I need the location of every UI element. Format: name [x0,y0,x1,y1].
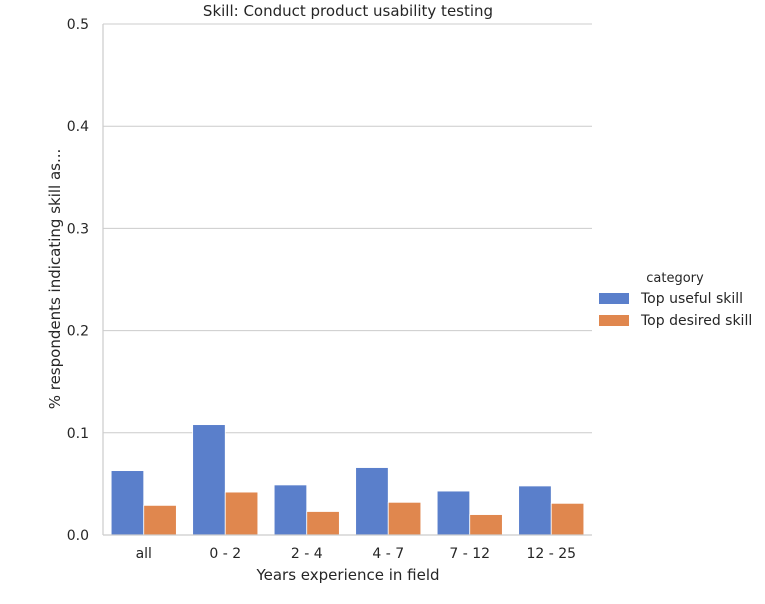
bar [192,424,226,536]
bar [143,504,177,536]
bar [110,470,145,536]
legend-title: category [646,271,704,286]
y-axis-label: % respondents indicating skill as... [46,149,64,410]
y-tick-label: 0.1 [67,426,89,442]
x-tick-label: 4 - 7 [372,546,404,562]
bar [550,502,585,536]
legend-swatch [599,315,629,326]
x-tick-labels: all 0 - 2 2 - 4 4 - 7 7 - 12 12 - 25 [136,546,576,562]
y-tick-label: 0.4 [67,119,89,135]
bar [436,490,471,536]
y-tick-label: 0.5 [67,17,89,33]
y-tick-label: 0.3 [67,221,89,237]
legend: category Top useful skill Top desired ski… [599,271,752,329]
legend-entry: Top useful skill [640,291,743,307]
bar [224,491,259,536]
x-axis-label: Years experience in field [255,566,439,584]
bar [469,514,503,536]
x-tick-label: 0 - 2 [209,546,241,562]
bar [518,485,552,536]
y-tick-label: 0.2 [67,324,89,340]
y-tick-labels: 0.0 0.1 0.2 0.3 0.4 0.5 [67,17,89,544]
x-tick-label: 12 - 25 [526,546,576,562]
chart-title: Skill: Conduct product usability testing [203,2,493,20]
axes [102,24,592,536]
x-tick-label: 7 - 12 [449,546,490,562]
x-tick-label: all [136,546,152,562]
y-gridlines [103,23,592,434]
bar [306,511,340,536]
bars [110,424,585,536]
bar [387,501,422,536]
x-tick-label: 2 - 4 [291,546,323,562]
legend-swatch [599,293,629,304]
bar [273,484,308,536]
legend-entry: Top desired skill [640,313,752,329]
bar [355,467,389,536]
y-tick-label: 0.0 [67,528,89,544]
